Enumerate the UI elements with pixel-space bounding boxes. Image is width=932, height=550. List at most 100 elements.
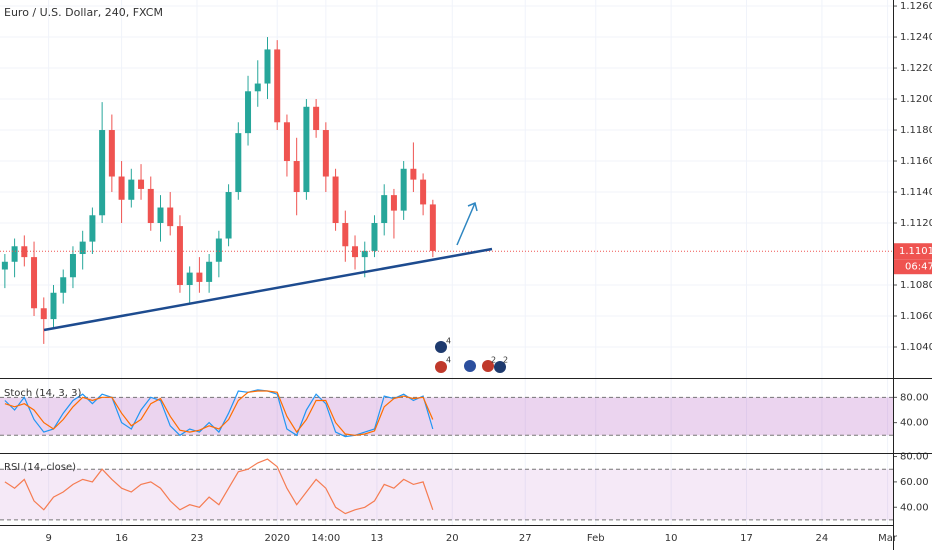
candle-body	[176, 226, 183, 286]
x-tick-label: 10	[665, 533, 678, 544]
y-tick-label: 60.00	[900, 477, 929, 488]
x-tick-label: Feb	[587, 533, 605, 544]
candle-body	[235, 133, 242, 193]
event-count: 4	[446, 356, 451, 365]
x-tick-label: 9	[45, 533, 51, 544]
candle-body	[283, 122, 290, 162]
countdown-label: 06:47	[905, 262, 932, 273]
event-count: 4	[446, 337, 451, 346]
candle-body	[332, 176, 339, 224]
candle-body	[118, 176, 125, 200]
event-count: 2	[503, 356, 508, 365]
last-price-box	[894, 243, 932, 260]
candle-body	[322, 130, 329, 177]
candle-body	[303, 106, 310, 193]
y-tick-label: 1.10800	[900, 280, 932, 291]
indicator-line	[4, 390, 434, 436]
x-tick-label: 23	[191, 533, 204, 544]
candle-body	[215, 238, 222, 262]
event-icon	[494, 361, 506, 373]
candle-body	[79, 241, 86, 255]
event-icon	[435, 341, 447, 353]
candle-body	[245, 91, 252, 134]
candle-body	[429, 204, 436, 251]
candle-body	[1, 261, 8, 270]
band	[0, 469, 893, 520]
event-icon	[482, 360, 494, 372]
event-icon	[435, 361, 447, 373]
x-tick-label: 20	[446, 533, 459, 544]
candle-body	[69, 254, 76, 278]
chart-title: Euro / U.S. Dollar, 240, FXCM	[4, 6, 163, 19]
y-tick-label: 80.00	[900, 392, 929, 403]
candle-body	[11, 246, 18, 262]
candle-body	[196, 272, 203, 282]
countdown-box	[894, 259, 932, 275]
y-tick-label: 40.00	[900, 418, 929, 429]
candle-body	[50, 292, 57, 320]
candle-body	[60, 277, 67, 293]
candle-body	[147, 188, 154, 224]
x-tick-label: 17	[740, 533, 753, 544]
y-tick-label: 1.10600	[900, 311, 932, 322]
candle-body	[128, 179, 135, 200]
candle-body	[410, 168, 417, 180]
y-tick-label: 1.10400	[900, 342, 932, 353]
y-tick-label: 1.12200	[900, 63, 932, 74]
candle-body	[264, 49, 271, 84]
y-tick-label: 1.12000	[900, 94, 932, 105]
candle-body	[352, 246, 359, 258]
y-tick-label: 1.12400	[900, 32, 932, 43]
candle-body	[89, 215, 96, 242]
x-tick-label: 16	[115, 533, 128, 544]
band	[0, 397, 893, 436]
arrow-head	[467, 201, 478, 212]
candle-body	[99, 130, 106, 216]
y-tick-label: 1.11800	[900, 125, 932, 136]
x-tick-label: Mar	[878, 533, 898, 544]
event-icon	[464, 360, 476, 372]
candle-body	[313, 106, 320, 131]
candle-body	[108, 130, 115, 177]
x-tick-label: 13	[371, 533, 384, 544]
candle-body	[342, 223, 349, 247]
candle-body	[293, 161, 300, 193]
candle-body	[420, 179, 427, 205]
candle-body	[40, 308, 47, 320]
y-tick-label: 1.11600	[900, 156, 932, 167]
y-tick-label: 80.00	[900, 452, 929, 463]
indicator-line	[4, 458, 434, 515]
indicator-line	[4, 389, 434, 438]
candle-body	[371, 223, 378, 251]
candle-body	[274, 49, 281, 123]
y-tick-label: 1.11200	[900, 218, 932, 229]
indicator-title: Stoch (14, 3, 3)	[4, 388, 81, 399]
candle-body	[390, 195, 397, 211]
x-tick-label: 24	[816, 533, 829, 544]
candle-body	[225, 192, 232, 239]
candle-body	[31, 257, 38, 309]
candle-body	[186, 272, 193, 286]
x-tick-label: 14:00	[311, 533, 340, 544]
trend-line	[43, 247, 493, 332]
indicator-title: RSI (14, close)	[4, 462, 76, 473]
x-tick-label: 2020	[264, 533, 289, 544]
candle-body	[157, 207, 164, 224]
event-count: 2	[491, 356, 496, 365]
y-tick-label: 40.00	[900, 502, 929, 513]
x-tick-label: 27	[519, 533, 532, 544]
candle-body	[381, 195, 388, 224]
candle-body	[254, 83, 261, 92]
candle-body	[138, 179, 145, 189]
candle-body	[361, 250, 368, 258]
candle-body	[206, 261, 213, 282]
y-tick-label: 1.12600	[900, 1, 932, 12]
candle-body	[400, 168, 407, 211]
y-tick-label: 1.11400	[900, 187, 932, 198]
last-price-label: 1.11018	[899, 246, 932, 257]
arrow	[456, 202, 476, 246]
candle-body	[167, 207, 174, 227]
